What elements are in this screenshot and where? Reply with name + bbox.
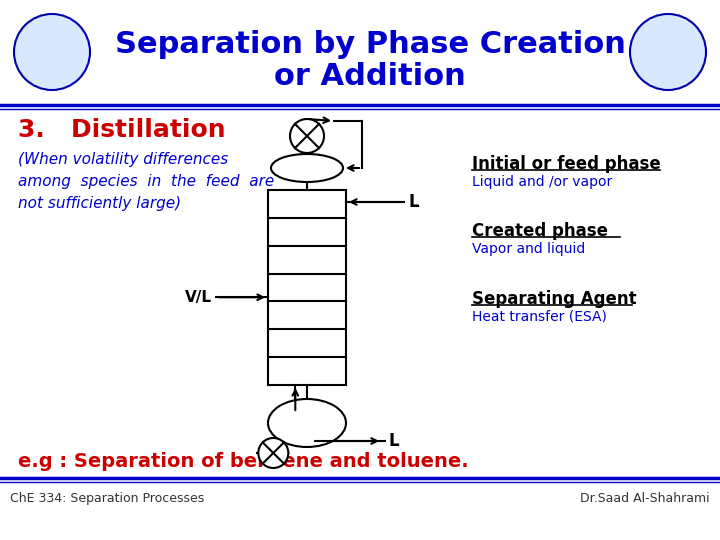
Circle shape [630, 14, 706, 90]
Text: Separating Agent: Separating Agent [472, 290, 636, 308]
Text: Vapor and liquid: Vapor and liquid [472, 242, 585, 256]
Circle shape [290, 119, 324, 153]
Text: Dr.Saad Al-Shahrami: Dr.Saad Al-Shahrami [580, 492, 710, 505]
Text: ChE 334: Separation Processes: ChE 334: Separation Processes [10, 492, 204, 505]
Circle shape [14, 14, 90, 90]
Text: Separation by Phase Creation: Separation by Phase Creation [114, 30, 626, 59]
Text: (When volatility differences
among  species  in  the  feed  are
not sufficiently: (When volatility differences among speci… [18, 152, 274, 211]
Text: or Addition: or Addition [274, 62, 466, 91]
Text: V/L: V/L [185, 290, 212, 305]
Text: e.g : Separation of benzene and toluene.: e.g : Separation of benzene and toluene. [18, 452, 469, 471]
Text: Liquid and /or vapor: Liquid and /or vapor [472, 175, 612, 189]
Circle shape [258, 438, 288, 468]
Ellipse shape [271, 154, 343, 182]
Text: Heat transfer (ESA): Heat transfer (ESA) [472, 310, 607, 324]
Text: L: L [408, 193, 418, 211]
Text: 3.   Distillation: 3. Distillation [18, 118, 225, 142]
Text: Created phase: Created phase [472, 222, 608, 240]
Text: Initial or feed phase: Initial or feed phase [472, 155, 661, 173]
Ellipse shape [268, 399, 346, 447]
Bar [268, 190, 346, 385]
Text: L: L [389, 432, 400, 450]
